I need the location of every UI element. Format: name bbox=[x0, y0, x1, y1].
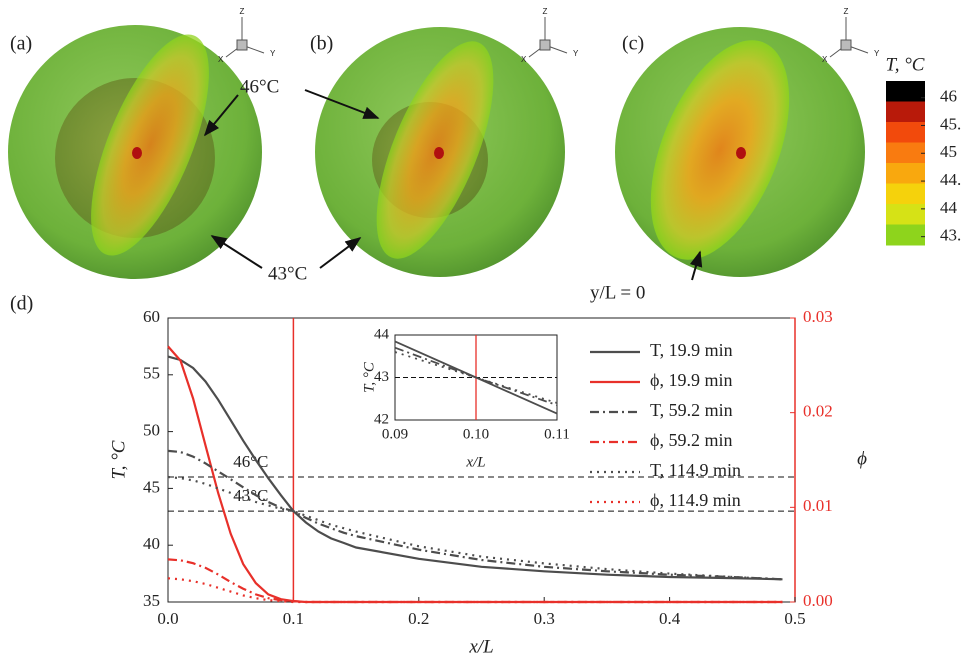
color-band bbox=[886, 184, 925, 205]
sphere-b bbox=[315, 27, 565, 277]
y2-axis-label: ϕ bbox=[857, 448, 867, 469]
annotation: y/L = 0 bbox=[590, 282, 645, 303]
color-band bbox=[886, 102, 925, 123]
figure: Z Y X Z Y X Z Y X (a) (b) (c) (d) 46°C 43°C y/L = 0 T,… bbox=[0, 0, 961, 661]
inset-x-axis-label: x/L bbox=[465, 454, 485, 470]
color-band bbox=[886, 143, 925, 164]
y-tick-label: 55 bbox=[143, 364, 160, 383]
y2-tick-label: 0.00 bbox=[803, 591, 833, 610]
colorbar-title: T, °C bbox=[886, 54, 925, 75]
inset-y-axis-label: T, °C bbox=[361, 361, 377, 393]
colorbar-tick-label: 45.5 bbox=[940, 114, 961, 133]
x-tick-label: 0.4 bbox=[659, 609, 681, 628]
triad-label: Z bbox=[844, 7, 849, 16]
triad-cube bbox=[841, 40, 851, 50]
x-tick-label: 0.5 bbox=[784, 609, 805, 628]
triad-cube bbox=[540, 40, 550, 50]
annotation: 43°C bbox=[268, 263, 307, 284]
series-line bbox=[168, 578, 783, 602]
x-tick-label: 0.0 bbox=[157, 609, 178, 628]
y2-tick-label: 0.01 bbox=[803, 496, 833, 515]
sphere-c bbox=[615, 21, 865, 280]
legend-label: ϕ, 19.9 min bbox=[650, 370, 732, 390]
annotation: 46°C bbox=[240, 76, 279, 97]
panel-label: (a) bbox=[10, 33, 32, 55]
inset-y-tick-label: 44 bbox=[374, 326, 390, 342]
sphere-a bbox=[8, 20, 262, 279]
triad-label: Y bbox=[573, 49, 579, 58]
colorbar-tick-label: 43.5 bbox=[940, 226, 961, 245]
y-tick-label: 50 bbox=[143, 421, 160, 440]
inset-x-tick-label: 0.11 bbox=[544, 426, 570, 442]
triad-label: Y bbox=[874, 49, 880, 58]
triad-label: Y bbox=[270, 49, 276, 58]
triad-label: X bbox=[822, 55, 828, 64]
color-band bbox=[886, 122, 925, 143]
color-band bbox=[886, 81, 925, 102]
panel-label: (b) bbox=[310, 33, 333, 55]
triad-label: Z bbox=[543, 7, 548, 16]
y-tick-label: 40 bbox=[143, 534, 160, 553]
triad-cube bbox=[237, 40, 247, 50]
legend-label: ϕ, 114.9 min bbox=[650, 490, 741, 510]
reference-label: 43°C bbox=[233, 486, 268, 505]
reference-label: 46°C bbox=[233, 452, 268, 471]
y-axis-label: T, °C bbox=[108, 440, 129, 479]
inset-x-tick-label: 0.10 bbox=[463, 426, 489, 442]
y-tick-label: 35 bbox=[143, 591, 160, 610]
triad-label: X bbox=[521, 55, 527, 64]
color-band bbox=[886, 163, 925, 184]
colorbar: T, °C 46 45.5 45 44.5 44 43.5 bbox=[886, 54, 961, 245]
panel-label: (d) bbox=[10, 293, 33, 315]
inset-x-tick-label: 0.09 bbox=[382, 426, 408, 442]
color-band bbox=[886, 225, 925, 246]
triad-label: X bbox=[218, 55, 224, 64]
line-chart: 0.0 0.1 0.2 0.3 0.4 0.5 35 40 45 50 55 60 0.00 0.01 0.… bbox=[108, 307, 867, 657]
legend-label: ϕ, 59.2 min bbox=[650, 430, 732, 450]
y2-tick-label: 0.03 bbox=[803, 307, 833, 326]
colorbar-tick-label: 44.5 bbox=[940, 170, 961, 189]
legend-label: T, 114.9 min bbox=[650, 460, 741, 480]
color-band bbox=[886, 204, 925, 225]
colorbar-tick-label: 46 bbox=[940, 87, 957, 106]
x-tick-label: 0.1 bbox=[283, 609, 304, 628]
x-tick-label: 0.3 bbox=[534, 609, 555, 628]
x-tick-label: 0.2 bbox=[408, 609, 429, 628]
colorbar-tick-label: 45 bbox=[940, 142, 957, 161]
legend-label: T, 19.9 min bbox=[650, 340, 733, 360]
y-tick-label: 45 bbox=[143, 477, 160, 496]
y2-tick-label: 0.02 bbox=[803, 402, 833, 421]
colorbar-tick-label: 44 bbox=[940, 198, 958, 217]
triad-label: Z bbox=[240, 7, 245, 16]
inset-y-tick-label: 42 bbox=[374, 411, 389, 427]
y-tick-label: 60 bbox=[143, 307, 160, 326]
x-axis-label: x/L bbox=[468, 636, 493, 657]
legend-label: T, 59.2 min bbox=[650, 400, 733, 420]
panel-label: (c) bbox=[622, 33, 644, 55]
